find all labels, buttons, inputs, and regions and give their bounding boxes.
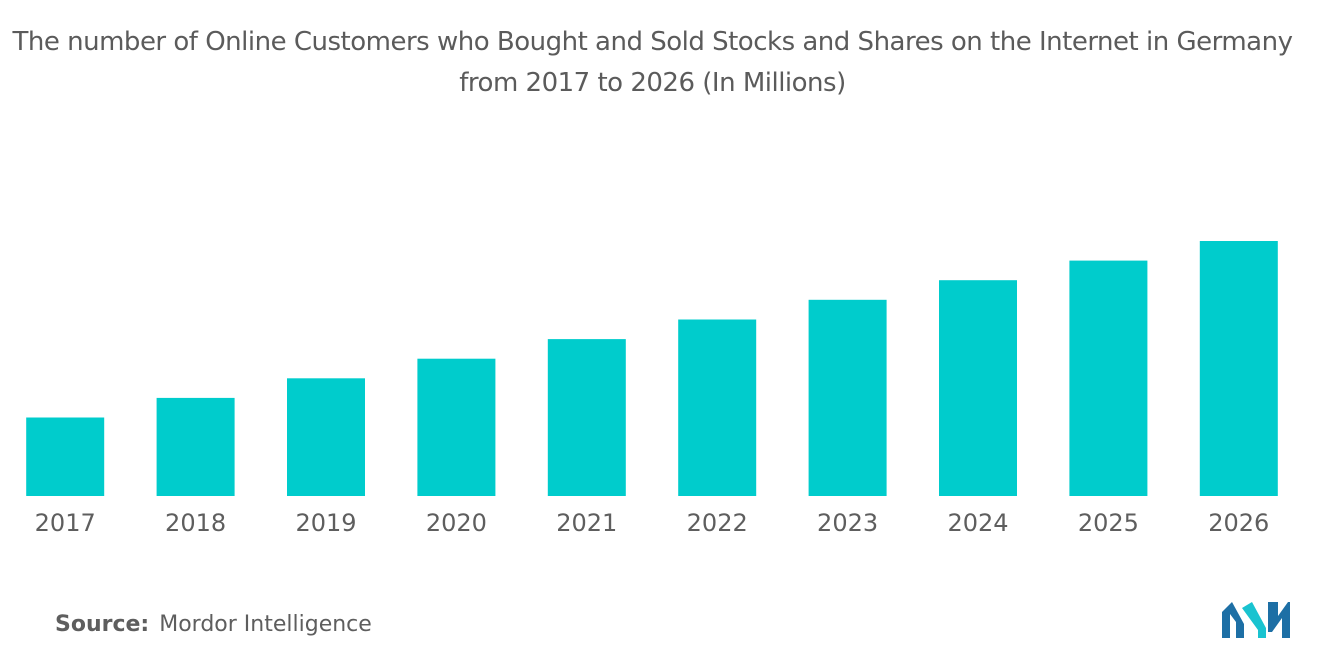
x-tick-label-2018: 2018 bbox=[165, 509, 226, 537]
bar-2024 bbox=[939, 280, 1017, 496]
chart-area: 2017 2018 2019 2020 2021 2022 2023 2024 2025 2026 bbox=[26, 241, 1278, 537]
bar-2017 bbox=[26, 417, 105, 496]
x-tick-label-2024: 2024 bbox=[947, 509, 1008, 537]
x-tick-label-2020: 2020 bbox=[426, 509, 487, 537]
x-tick-label-2017: 2017 bbox=[35, 509, 96, 537]
bar-2019 bbox=[287, 378, 365, 496]
logo-left-shape bbox=[1222, 602, 1244, 638]
bar-2023 bbox=[808, 299, 887, 496]
x-tick-label-2021: 2021 bbox=[556, 509, 617, 537]
logo-right-shape bbox=[1268, 602, 1290, 638]
chart-title: The number of Online Customers who Bough… bbox=[12, 27, 1293, 98]
bar-2018 bbox=[156, 397, 235, 496]
x-tick-label-2023: 2023 bbox=[817, 509, 878, 537]
bar-2020 bbox=[417, 358, 496, 496]
source-label: Source: bbox=[55, 612, 150, 637]
logo-middle-shape bbox=[1242, 602, 1266, 638]
x-tick-label-2025: 2025 bbox=[1078, 509, 1139, 537]
bar-2025 bbox=[1069, 260, 1148, 496]
source-text: Mordor Intelligence bbox=[159, 612, 372, 637]
bar-2026 bbox=[1199, 241, 1278, 496]
x-tick-label-2026: 2026 bbox=[1208, 509, 1269, 537]
x-tick-label-2022: 2022 bbox=[687, 509, 748, 537]
source-line: Source: Mordor Intelligence bbox=[55, 612, 372, 637]
x-tick-label-2019: 2019 bbox=[295, 509, 356, 537]
mordor-intelligence-logo-icon bbox=[1222, 602, 1290, 638]
bar-2021 bbox=[547, 339, 626, 496]
bar-2022 bbox=[678, 319, 757, 496]
bar-chart: 2017 2018 2019 2020 2021 2022 2023 2024 2025 2026 bbox=[26, 241, 1278, 537]
